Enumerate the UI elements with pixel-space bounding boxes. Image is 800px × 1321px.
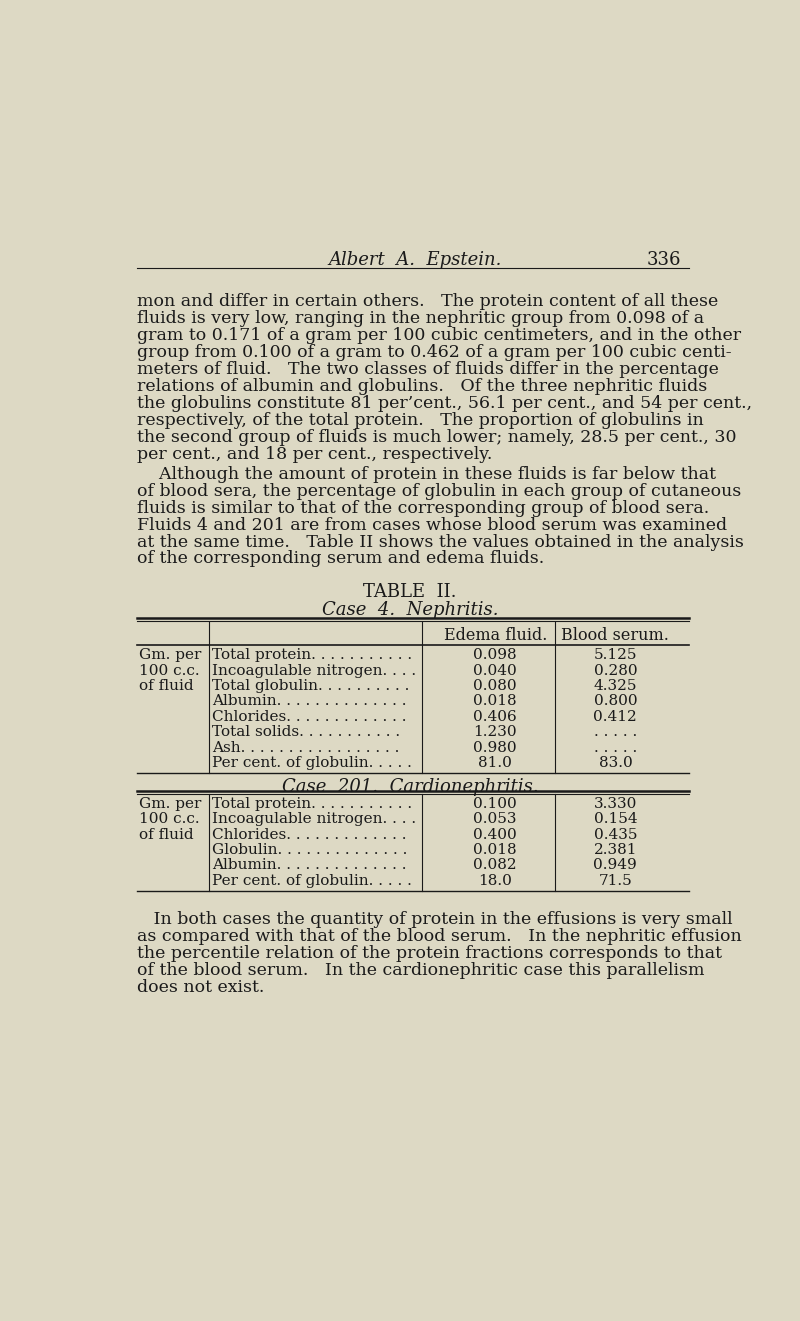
Text: at the same time.   Table II shows the values obtained in the analysis: at the same time. Table II shows the val… bbox=[138, 534, 744, 551]
Text: Albumin. . . . . . . . . . . . . .: Albumin. . . . . . . . . . . . . . bbox=[211, 695, 406, 708]
Text: Chlorides. . . . . . . . . . . . .: Chlorides. . . . . . . . . . . . . bbox=[211, 709, 406, 724]
Text: Globulin. . . . . . . . . . . . . .: Globulin. . . . . . . . . . . . . . bbox=[211, 843, 407, 857]
Text: per cent., and 18 per cent., respectively.: per cent., and 18 per cent., respectivel… bbox=[138, 445, 493, 462]
Text: Total protein. . . . . . . . . . .: Total protein. . . . . . . . . . . bbox=[211, 797, 412, 811]
Text: as compared with that of the blood serum.   In the nephritic effusion: as compared with that of the blood serum… bbox=[138, 927, 742, 945]
Text: Blood serum.: Blood serum. bbox=[562, 626, 670, 643]
Text: Chlorides. . . . . . . . . . . . .: Chlorides. . . . . . . . . . . . . bbox=[211, 828, 406, 841]
Text: does not exist.: does not exist. bbox=[138, 979, 265, 996]
Text: Per cent. of globulin. . . . .: Per cent. of globulin. . . . . bbox=[211, 756, 411, 770]
Text: 100 c.c.: 100 c.c. bbox=[138, 663, 199, 678]
Text: Total protein. . . . . . . . . . .: Total protein. . . . . . . . . . . bbox=[211, 649, 412, 662]
Text: of fluid: of fluid bbox=[138, 679, 194, 694]
Text: 0.080: 0.080 bbox=[474, 679, 517, 694]
Text: 0.400: 0.400 bbox=[474, 828, 517, 841]
Text: 0.082: 0.082 bbox=[474, 859, 517, 872]
Text: Fluids 4 and 201 are from cases whose blood serum was examined: Fluids 4 and 201 are from cases whose bl… bbox=[138, 517, 727, 534]
Text: 0.949: 0.949 bbox=[594, 859, 638, 872]
Text: Case  201.  Cardionephritis.: Case 201. Cardionephritis. bbox=[282, 778, 538, 795]
Text: 0.018: 0.018 bbox=[474, 695, 517, 708]
Text: the second group of fluids is much lower; namely, 28.5 per cent., 30: the second group of fluids is much lower… bbox=[138, 429, 737, 445]
Text: 0.053: 0.053 bbox=[474, 812, 517, 826]
Text: 0.800: 0.800 bbox=[594, 695, 637, 708]
Text: 5.125: 5.125 bbox=[594, 649, 637, 662]
Text: of the corresponding serum and edema fluids.: of the corresponding serum and edema flu… bbox=[138, 551, 545, 568]
Text: Total globulin. . . . . . . . . .: Total globulin. . . . . . . . . . bbox=[211, 679, 409, 694]
Text: 18.0: 18.0 bbox=[478, 875, 512, 888]
Text: group from 0.100 of a gram to 0.462 of a gram per 100 cubic centi-: group from 0.100 of a gram to 0.462 of a… bbox=[138, 343, 732, 361]
Text: Albumin. . . . . . . . . . . . . .: Albumin. . . . . . . . . . . . . . bbox=[211, 859, 406, 872]
Text: 336: 336 bbox=[646, 251, 682, 269]
Text: 100 c.c.: 100 c.c. bbox=[138, 812, 199, 826]
Text: fluids is similar to that of the corresponding group of blood sera.: fluids is similar to that of the corresp… bbox=[138, 499, 710, 517]
Text: 0.280: 0.280 bbox=[594, 663, 637, 678]
Text: 0.154: 0.154 bbox=[594, 812, 637, 826]
Text: 4.325: 4.325 bbox=[594, 679, 637, 694]
Text: Edema fluid.: Edema fluid. bbox=[443, 626, 547, 643]
Text: 0.018: 0.018 bbox=[474, 843, 517, 857]
Text: 0.040: 0.040 bbox=[474, 663, 517, 678]
Text: respectively, of the total protein.   The proportion of globulins in: respectively, of the total protein. The … bbox=[138, 412, 704, 429]
Text: of fluid: of fluid bbox=[138, 828, 194, 841]
Text: . . . . .: . . . . . bbox=[594, 725, 637, 740]
Text: Incoagulable nitrogen. . . .: Incoagulable nitrogen. . . . bbox=[211, 663, 416, 678]
Text: of the blood serum.   In the cardionephritic case this parallelism: of the blood serum. In the cardionephrit… bbox=[138, 962, 705, 979]
Text: the percentile relation of the protein fractions corresponds to that: the percentile relation of the protein f… bbox=[138, 945, 722, 962]
Text: 3.330: 3.330 bbox=[594, 797, 637, 811]
Text: Incoagulable nitrogen. . . .: Incoagulable nitrogen. . . . bbox=[211, 812, 416, 826]
Text: 0.412: 0.412 bbox=[594, 709, 638, 724]
Text: Although the amount of protein in these fluids is far below that: Although the amount of protein in these … bbox=[138, 466, 716, 482]
Text: relations of albumin and globulins.   Of the three nephritic fluids: relations of albumin and globulins. Of t… bbox=[138, 378, 707, 395]
Text: In both cases the quantity of protein in the effusions is very small: In both cases the quantity of protein in… bbox=[138, 910, 733, 927]
Text: meters of fluid.   The two classes of fluids differ in the percentage: meters of fluid. The two classes of flui… bbox=[138, 361, 719, 378]
Text: Gm. per: Gm. per bbox=[138, 649, 201, 662]
Text: 0.435: 0.435 bbox=[594, 828, 637, 841]
Text: Case  4.  Nephritis.: Case 4. Nephritis. bbox=[322, 601, 498, 620]
Text: Albert  A.  Epstein.: Albert A. Epstein. bbox=[329, 251, 502, 269]
Text: 2.381: 2.381 bbox=[594, 843, 637, 857]
Text: 1.230: 1.230 bbox=[474, 725, 517, 740]
Text: 0.980: 0.980 bbox=[474, 741, 517, 754]
Text: mon and differ in certain others.   The protein content of all these: mon and differ in certain others. The pr… bbox=[138, 293, 718, 310]
Text: of blood sera, the percentage of globulin in each group of cutaneous: of blood sera, the percentage of globuli… bbox=[138, 482, 742, 499]
Text: the globulins constitute 81 per’cent., 56.1 per cent., and 54 per cent.,: the globulins constitute 81 per’cent., 5… bbox=[138, 395, 752, 412]
Text: 83.0: 83.0 bbox=[598, 756, 632, 770]
Text: 0.098: 0.098 bbox=[474, 649, 517, 662]
Text: 81.0: 81.0 bbox=[478, 756, 512, 770]
Text: 0.406: 0.406 bbox=[474, 709, 517, 724]
Text: fluids is very low, ranging in the nephritic group from 0.098 of a: fluids is very low, ranging in the nephr… bbox=[138, 310, 704, 328]
Text: Per cent. of globulin. . . . .: Per cent. of globulin. . . . . bbox=[211, 875, 411, 888]
Text: . . . . .: . . . . . bbox=[594, 741, 637, 754]
Text: gram to 0.171 of a gram per 100 cubic centimeters, and in the other: gram to 0.171 of a gram per 100 cubic ce… bbox=[138, 328, 742, 345]
Text: Gm. per: Gm. per bbox=[138, 797, 201, 811]
Text: Ash. . . . . . . . . . . . . . . . .: Ash. . . . . . . . . . . . . . . . . bbox=[211, 741, 399, 754]
Text: 0.100: 0.100 bbox=[474, 797, 517, 811]
Text: Total solids. . . . . . . . . . .: Total solids. . . . . . . . . . . bbox=[211, 725, 400, 740]
Text: 71.5: 71.5 bbox=[598, 875, 632, 888]
Text: TABLE  II.: TABLE II. bbox=[363, 583, 457, 601]
